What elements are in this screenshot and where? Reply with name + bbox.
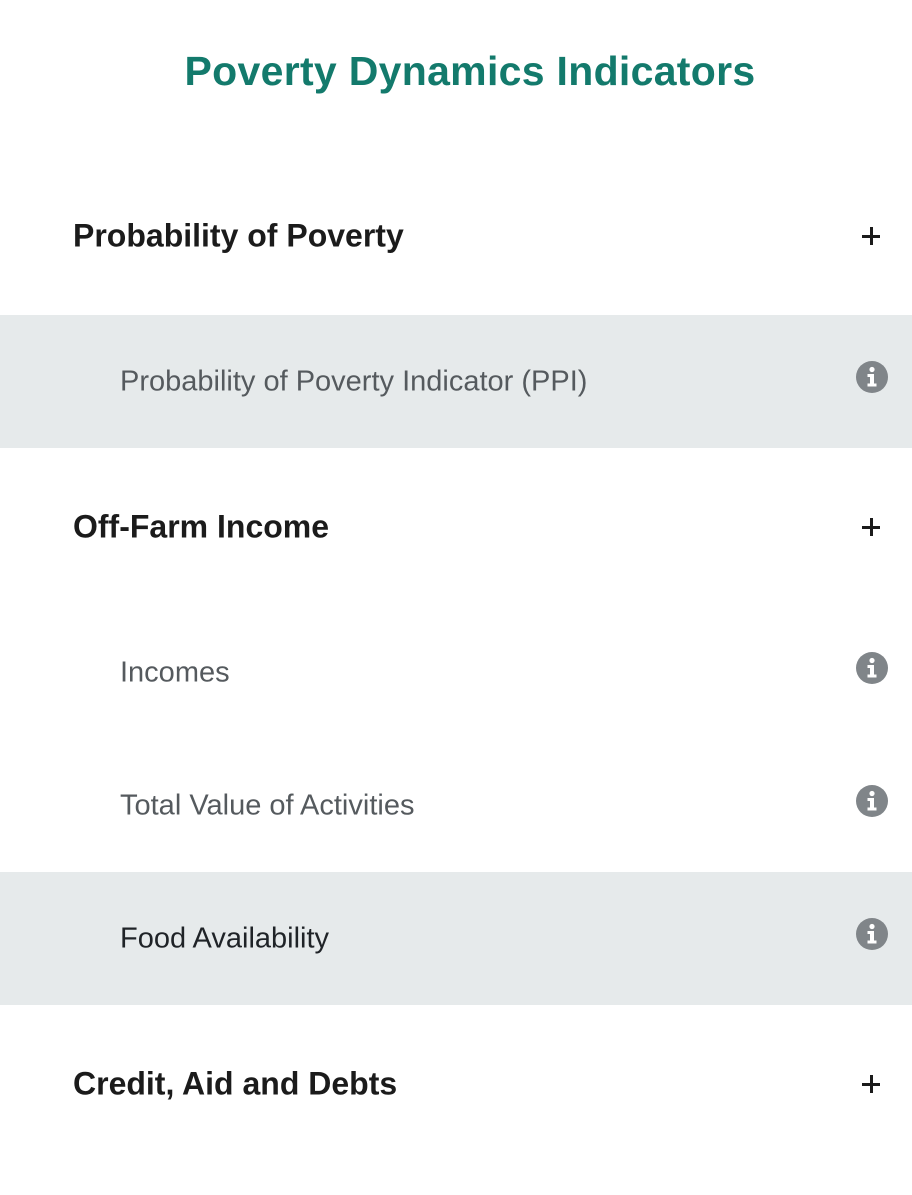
- plus-icon[interactable]: [862, 518, 880, 536]
- indicator-row-ppi[interactable]: Probability of Poverty Indicator (PPI): [0, 315, 912, 448]
- info-icon[interactable]: [856, 652, 888, 684]
- info-icon[interactable]: [856, 918, 888, 950]
- indicator-row-total-value-of-activities[interactable]: Total Value of Activities: [0, 739, 912, 872]
- indicator-row-food-availability[interactable]: Food Availability: [0, 872, 912, 1005]
- indicator-label: Total Value of Activities: [120, 789, 415, 821]
- indicator-label: Probability of Poverty Indicator (PPI): [120, 365, 588, 397]
- section-title: Credit, Aid and Debts: [73, 1065, 398, 1102]
- indicator-label: Food Availability: [120, 922, 330, 954]
- plus-icon[interactable]: [862, 227, 880, 245]
- info-icon[interactable]: [856, 785, 888, 817]
- section-header-probability-of-poverty[interactable]: Probability of Poverty: [0, 181, 912, 291]
- section-header-credit-aid-and-debts[interactable]: Credit, Aid and Debts: [0, 1029, 912, 1139]
- indicator-row-incomes[interactable]: Incomes: [0, 606, 912, 739]
- indicator-label: Incomes: [120, 656, 230, 688]
- plus-icon[interactable]: [862, 1075, 880, 1093]
- section-title: Off-Farm Income: [73, 508, 330, 545]
- section-title: Probability of Poverty: [73, 217, 404, 254]
- info-icon[interactable]: [856, 361, 888, 393]
- page-title: Poverty Dynamics Indicators: [184, 48, 756, 94]
- section-header-off-farm-income[interactable]: Off-Farm Income: [0, 472, 912, 582]
